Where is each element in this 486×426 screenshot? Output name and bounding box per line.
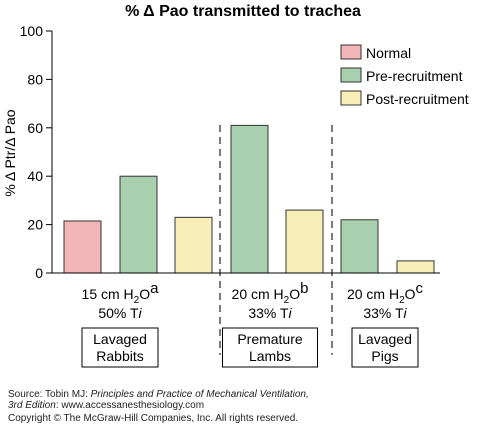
source-book: Principles and Practice of Mechanical Ve…	[90, 389, 309, 400]
y-tick-label: 40	[27, 168, 43, 184]
chart-title: % Δ Pao transmitted to trachea	[125, 3, 361, 20]
animal-label-box	[222, 327, 318, 368]
animal-label-line: Lavaged	[93, 331, 147, 347]
y-tick-label: 100	[20, 23, 44, 39]
animal-label-box	[81, 327, 159, 368]
group-ti-label: 33% Ti	[363, 305, 407, 321]
y-axis-label: % Δ Ptr/Δ Pao	[2, 109, 18, 196]
source-edition: 3rd Edition	[8, 400, 56, 411]
y-tick-label: 80	[27, 71, 43, 87]
y-tick-label: 20	[27, 217, 43, 233]
animal-label-line: Premature	[237, 331, 303, 347]
copyright: Copyright © The McGraw-Hill Companies, I…	[8, 413, 299, 424]
bar-pre-recruitment	[119, 175, 158, 274]
source-url: : www.accessanesthesiology.com	[55, 400, 205, 411]
legend-swatch	[340, 44, 362, 60]
bar-post-recruitment	[396, 260, 435, 274]
group-ti-label: 50% Ti	[98, 305, 142, 321]
bar-normal	[63, 220, 102, 274]
bar-pre-recruitment	[340, 219, 379, 274]
bar-pre-recruitment	[230, 124, 269, 274]
source-line: Source: Tobin MJ: Principles and Practic…	[8, 389, 309, 400]
legend-label: Post-recruitment	[366, 91, 469, 107]
animal-label-line: Pigs	[371, 348, 398, 364]
legend-swatch	[340, 90, 362, 106]
animal-label-line: Lambs	[249, 348, 291, 364]
group-pressure-label: 20 cm H2Ob	[232, 280, 309, 306]
animal-label-line: Rabbits	[96, 348, 143, 364]
source-prefix: Source: Tobin MJ:	[8, 389, 91, 400]
legend-label: Normal	[366, 45, 411, 61]
group-pressure-label: 15 cm H2Oa	[82, 280, 160, 306]
y-tick-label: 0	[35, 265, 43, 281]
legend-label: Pre-recruitment	[366, 68, 463, 84]
legend-swatch	[340, 67, 362, 83]
group-pressure-label: 20 cm H2Oc	[347, 280, 424, 306]
bar-post-recruitment	[285, 209, 324, 274]
animal-label-box	[351, 327, 419, 368]
group-ti-label: 33% Ti	[248, 305, 292, 321]
source-edition-line: 3rd Edition: www.accessanesthesiology.co…	[8, 400, 204, 411]
y-tick-label: 60	[27, 120, 43, 136]
bar-post-recruitment	[174, 216, 213, 274]
animal-label-line: Lavaged	[358, 331, 412, 347]
